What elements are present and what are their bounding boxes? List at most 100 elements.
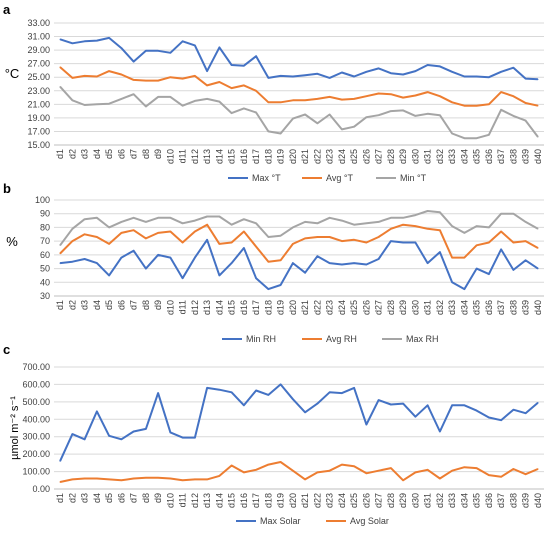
legend-label: Max RH (406, 334, 439, 344)
data-point (108, 243, 110, 245)
y-axis-label: µmol m⁻² s⁻¹ (9, 396, 21, 460)
data-point (218, 46, 220, 49)
x-tick-label: d38 (508, 493, 518, 508)
data-point (353, 98, 355, 100)
x-tick-label: d30 (410, 149, 420, 164)
data-point (451, 470, 453, 472)
legend-item: Avg °T (302, 173, 353, 183)
data-point (316, 98, 318, 100)
y-tick-label: 17.00 (27, 126, 50, 136)
data-point (329, 217, 331, 219)
x-tick-label: d3 (80, 149, 90, 159)
y-tick-label: 25.00 (27, 72, 50, 82)
data-point (329, 236, 331, 238)
data-point (451, 132, 453, 135)
data-point (476, 137, 478, 139)
data-point (525, 120, 527, 122)
data-point (537, 105, 539, 107)
legend-item: Max Solar (236, 516, 301, 526)
y-tick-label: 300.00 (22, 432, 50, 442)
data-point (378, 236, 380, 238)
data-point (71, 228, 73, 230)
data-point (488, 241, 490, 244)
x-tick-label: d8 (141, 493, 151, 503)
data-point (500, 91, 502, 93)
data-point (280, 101, 282, 103)
data-point (316, 255, 318, 257)
x-tick-label: d11 (178, 300, 188, 314)
data-point (427, 262, 429, 264)
data-point (390, 93, 392, 95)
data-point (182, 222, 184, 224)
legend-item: Max RH (382, 334, 439, 344)
data-point (157, 217, 159, 219)
data-point (390, 110, 392, 112)
data-point (108, 37, 110, 39)
x-tick-label: d38 (508, 149, 518, 164)
data-point (108, 226, 110, 228)
data-point (427, 210, 429, 212)
data-point (96, 236, 98, 238)
data-point (414, 416, 416, 418)
series-line-avg-solar (59, 461, 539, 483)
x-tick-label: d37 (496, 149, 506, 164)
data-point (439, 211, 441, 213)
data-point (402, 479, 404, 481)
data-point (59, 481, 61, 483)
data-point (59, 262, 61, 264)
x-tick-label: d26 (361, 493, 371, 508)
data-point (427, 64, 429, 66)
legend-label: Avg Solar (350, 516, 389, 526)
data-point (231, 112, 233, 114)
data-point (194, 437, 196, 439)
data-point (512, 409, 515, 411)
data-point (145, 221, 147, 223)
y-tick-label: 90 (40, 209, 50, 219)
data-point (96, 217, 98, 219)
x-tick-label: d22 (312, 300, 322, 315)
data-point (512, 241, 515, 244)
data-point (476, 244, 478, 246)
data-point (96, 40, 98, 42)
data-point (476, 105, 478, 107)
data-point (280, 75, 282, 77)
x-tick-label: d24 (337, 149, 347, 164)
data-point (365, 241, 367, 244)
data-point (341, 392, 343, 394)
data-point (267, 77, 269, 79)
data-point (243, 84, 245, 86)
data-point (525, 221, 527, 223)
x-tick-label: d17 (251, 493, 261, 508)
x-tick-label: d31 (423, 493, 433, 508)
data-point (157, 50, 159, 52)
data-point (341, 71, 343, 74)
data-point (145, 237, 147, 239)
y-tick-label: 60 (40, 250, 50, 260)
x-tick-label: d37 (496, 300, 506, 315)
data-point (500, 248, 502, 250)
data-point (218, 243, 220, 245)
data-point (512, 67, 515, 69)
data-point (463, 105, 465, 107)
data-point (414, 94, 416, 97)
data-point (414, 241, 416, 244)
y-tick-label: 27.00 (27, 59, 50, 69)
x-tick-label: d23 (325, 493, 335, 508)
y-tick-label: 31.00 (27, 32, 50, 42)
legend-item: Max °T (228, 173, 281, 183)
data-point (341, 263, 343, 266)
data-point (402, 109, 404, 111)
panel-a-temperature-chart: a 15.00 17.00 19.00 21.00 23.00 25.00 27.00 29.0… (3, 2, 544, 183)
x-tick-label: d35 (472, 149, 482, 164)
data-point (182, 437, 184, 439)
data-point (427, 228, 429, 230)
data-point (316, 403, 318, 405)
data-point (353, 75, 355, 78)
data-point (500, 213, 502, 215)
data-point (329, 96, 331, 98)
series-line-avg-t (59, 66, 539, 107)
data-point (194, 478, 196, 480)
data-point (84, 233, 86, 235)
data-point (525, 259, 527, 261)
x-tick-label: d29 (398, 493, 408, 508)
